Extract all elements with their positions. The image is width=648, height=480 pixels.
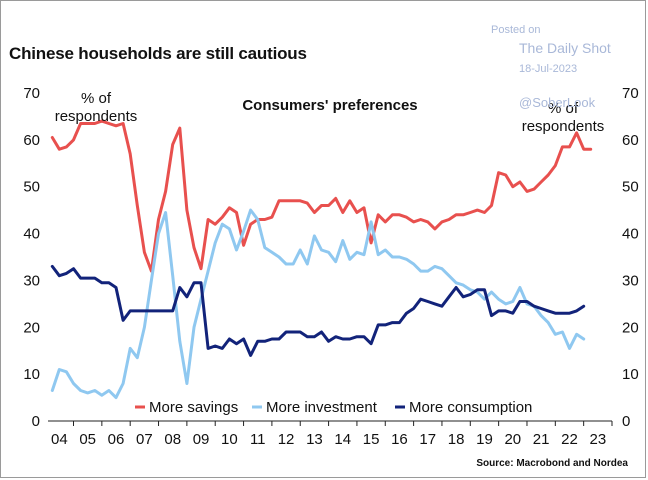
x-tick-label: 22 bbox=[561, 431, 578, 448]
x-tick-label: 13 bbox=[306, 431, 323, 448]
y-tick-left: 40 bbox=[23, 226, 40, 243]
x-tick-label: 04 bbox=[51, 431, 68, 448]
x-tick-label: 23 bbox=[589, 431, 606, 448]
legend-label: More savings bbox=[149, 399, 238, 416]
x-tick-label: 17 bbox=[419, 431, 436, 448]
y-tick-right: 70 bbox=[622, 85, 639, 102]
x-tick-label: 16 bbox=[391, 431, 408, 448]
series-line-3 bbox=[50, 264, 586, 357]
y-tick-left: 30 bbox=[23, 272, 40, 289]
chart-subtitle: Consumers' preferences bbox=[242, 97, 417, 114]
x-tick-label: 11 bbox=[250, 431, 266, 448]
x-tick-label: 12 bbox=[278, 431, 295, 448]
x-tick-label: 20 bbox=[504, 431, 521, 448]
legend-label: More consumption bbox=[409, 399, 532, 416]
series-line-2 bbox=[50, 208, 586, 400]
left-annotation-line1: % of bbox=[81, 90, 112, 107]
y-tick-left: 10 bbox=[23, 366, 40, 383]
watermark-date: 18-Jul-2023 bbox=[519, 63, 578, 75]
left-annotation-line2: respondents bbox=[55, 108, 138, 125]
source-note: Source: Macrobond and Nordea bbox=[476, 458, 628, 469]
series-layer bbox=[50, 119, 593, 400]
x-tick-label: 14 bbox=[334, 431, 351, 448]
x-tick-label: 19 bbox=[476, 431, 493, 448]
x-tick-label: 07 bbox=[136, 431, 153, 448]
axes-layer: 0 0 10 10 20 20 30 30 40 40 50 50 60 60 70 70 04 05 06 07 08… bbox=[23, 85, 638, 448]
y-tick-right: 30 bbox=[622, 272, 639, 289]
watermark-brand: The Daily Shot bbox=[519, 40, 611, 56]
y-tick-right: 40 bbox=[622, 226, 639, 243]
y-tick-right: 60 bbox=[622, 132, 639, 149]
x-tick-label: 06 bbox=[108, 431, 125, 448]
x-tick-label: 10 bbox=[221, 431, 238, 448]
x-tick-label: 18 bbox=[448, 431, 465, 448]
y-tick-left: 50 bbox=[23, 179, 40, 196]
legend: More savings More investment More consumpt… bbox=[135, 399, 532, 416]
y-tick-left: 60 bbox=[23, 132, 40, 149]
legend-label: More investment bbox=[266, 399, 378, 416]
x-tick-label: 21 bbox=[533, 431, 550, 448]
y-tick-left: 0 bbox=[32, 413, 40, 430]
series-line-1 bbox=[50, 119, 593, 273]
right-annotation-line2: respondents bbox=[522, 118, 605, 135]
right-annotation-line1: % of bbox=[548, 100, 579, 117]
y-tick-left: 20 bbox=[23, 319, 40, 336]
x-tick-label: 08 bbox=[164, 431, 181, 448]
x-tick-label: 09 bbox=[193, 431, 210, 448]
y-tick-right: 20 bbox=[622, 319, 639, 336]
y-tick-right: 50 bbox=[622, 179, 639, 196]
y-tick-right: 0 bbox=[622, 413, 630, 430]
x-tick-label: 15 bbox=[363, 431, 380, 448]
chart-title: Chinese households are still cautious bbox=[9, 44, 307, 63]
watermark-posted: Posted on bbox=[491, 24, 541, 36]
y-tick-right: 10 bbox=[622, 366, 639, 383]
x-tick-label: 05 bbox=[79, 431, 96, 448]
y-tick-left: 70 bbox=[23, 85, 40, 102]
watermark-handle: @SoberLook bbox=[519, 95, 596, 110]
